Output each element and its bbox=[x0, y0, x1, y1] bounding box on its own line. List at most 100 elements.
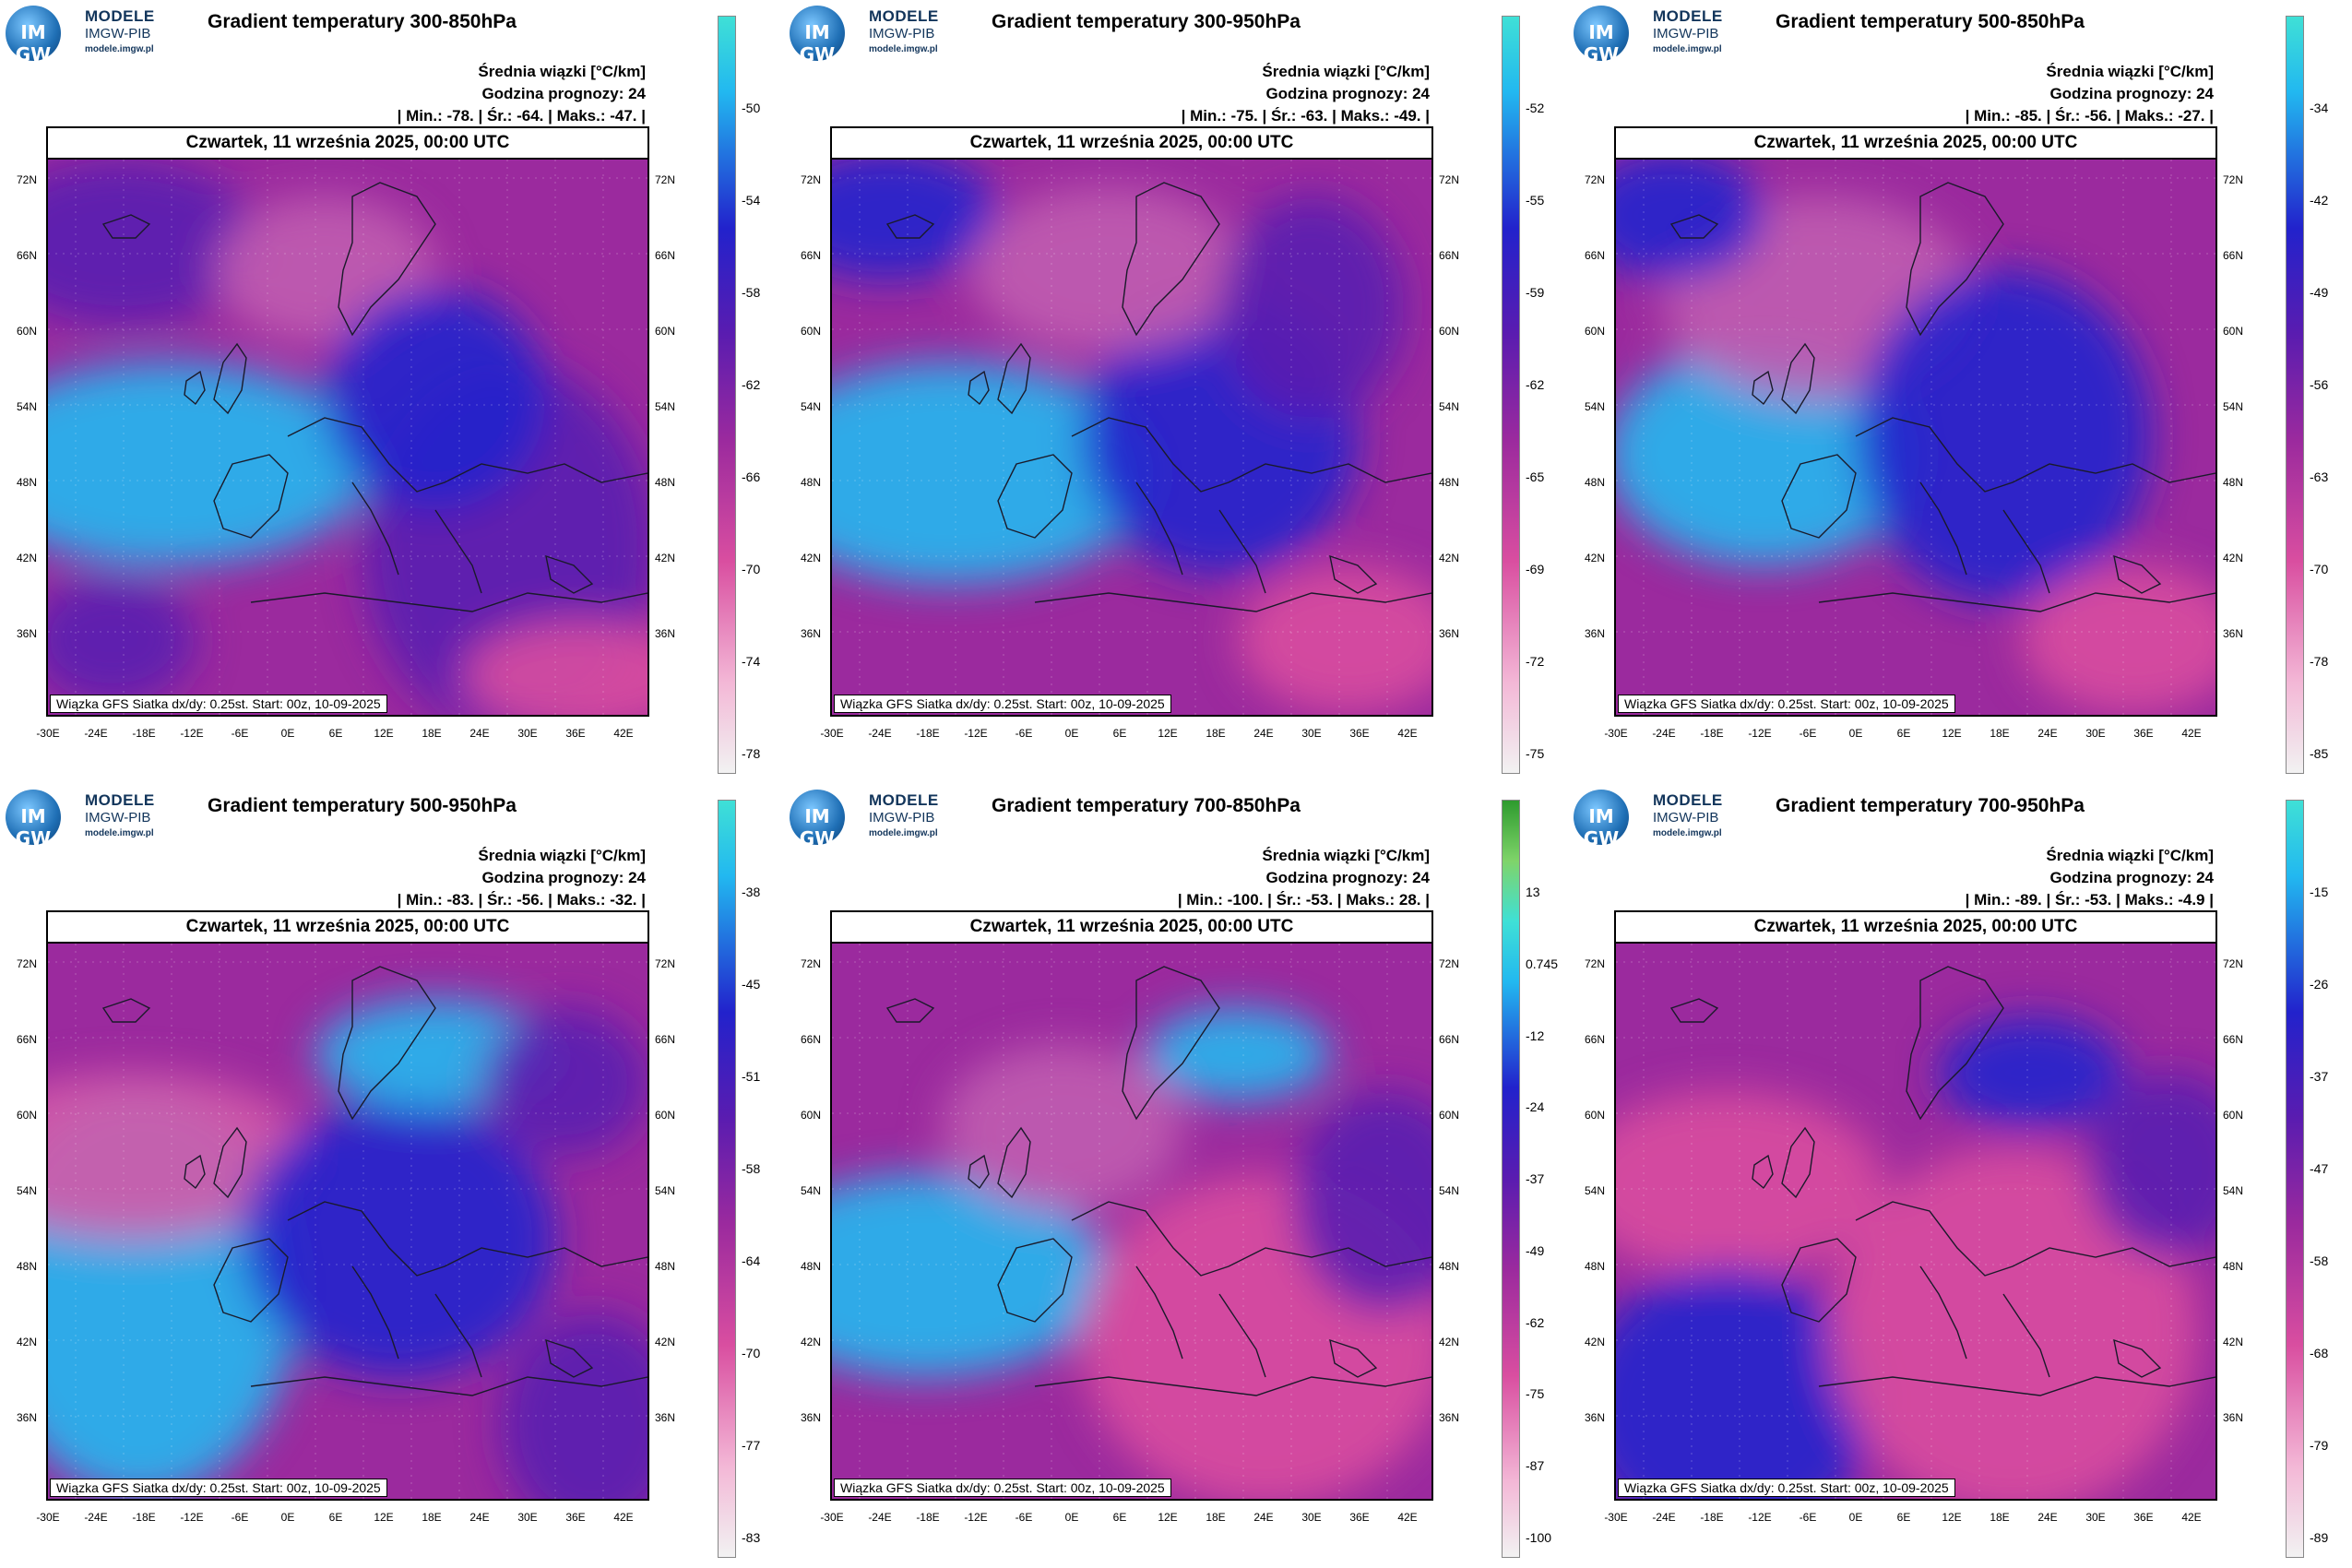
logo-text-imgw: IMGW-PIB bbox=[85, 810, 151, 826]
lat-tick-label: 42N bbox=[1585, 552, 1606, 564]
units-label: Średnia wiązki [°C/km] bbox=[2046, 63, 2214, 80]
panel-title: Gradient temperatury 700-950hPa bbox=[1776, 795, 2085, 816]
coastline bbox=[968, 1154, 990, 1190]
logo-text-imgw: IMGW-PIB bbox=[869, 810, 935, 826]
map-field bbox=[48, 160, 647, 715]
lat-tick-label: 66N bbox=[1585, 249, 1606, 262]
lat-tick-label: 60N bbox=[1439, 325, 1460, 338]
forecast-hour: Godzina prognozy: 24 bbox=[481, 85, 646, 102]
panel-title: Gradient temperatury 300-950hPa bbox=[992, 11, 1301, 32]
lat-tick-label: 48N bbox=[801, 476, 822, 489]
units-label: Średnia wiązki [°C/km] bbox=[478, 63, 646, 80]
stats-line: | Min.: -75. | Śr.: -63. | Maks.: -49. | bbox=[1181, 105, 1430, 128]
field-region bbox=[1293, 1091, 1431, 1313]
lat-tick-label: 36N bbox=[17, 1411, 38, 1424]
colorbar-tick-label: -58 bbox=[742, 1161, 761, 1176]
imgw-logo-icon: IM GW bbox=[6, 6, 61, 65]
lon-tick-label: 0E bbox=[280, 727, 295, 740]
colorbar-tick-label: -78 bbox=[742, 746, 761, 761]
lon-tick-label: -18E bbox=[132, 1511, 156, 1524]
lat-tick-label: 36N bbox=[1585, 627, 1606, 640]
logo-text-url: modele.imgw.pl bbox=[869, 828, 938, 838]
lat-tick-label: 66N bbox=[1439, 249, 1460, 262]
logo-text-imgw: IMGW-PIB bbox=[869, 26, 935, 42]
model-footer: Wiązka GFS Siatka dx/dy: 0.25st. Start: … bbox=[50, 695, 387, 713]
lon-tick-label: -6E bbox=[231, 1511, 249, 1524]
field-region bbox=[1828, 1146, 2197, 1499]
lat-tick-label: 42N bbox=[1439, 552, 1460, 564]
coastline bbox=[1329, 554, 1378, 594]
field-region bbox=[463, 621, 647, 715]
colorbar-tick-label: -52 bbox=[1526, 101, 1545, 115]
lat-tick-label: 42N bbox=[801, 1336, 822, 1348]
logo-text-url: modele.imgw.pl bbox=[869, 44, 938, 54]
field-region bbox=[970, 187, 1247, 353]
lon-tick-label: 42E bbox=[2181, 1511, 2202, 1524]
lon-tick-label: 24E bbox=[469, 1511, 490, 1524]
lat-tick-label: 54N bbox=[2223, 400, 2244, 413]
lon-tick-label: 42E bbox=[1397, 727, 1418, 740]
coastline bbox=[1122, 182, 1220, 337]
field-region bbox=[832, 160, 998, 279]
map-panel: IM GW MODELE IMGW-PIB modele.imgw.pl Gra… bbox=[784, 784, 1568, 1568]
stats-line: | Min.: -78. | Śr.: -64. | Maks.: -47. | bbox=[397, 105, 646, 128]
lon-tick-label: 12E bbox=[374, 1511, 394, 1524]
lon-tick-label: 0E bbox=[1064, 727, 1079, 740]
lon-tick-label: 6E bbox=[328, 1511, 343, 1524]
coastline bbox=[1818, 1376, 2215, 1396]
coastline bbox=[1034, 592, 1431, 612]
logo-text-modele: MODELE bbox=[85, 791, 155, 809]
lat-tick-label: 72N bbox=[17, 957, 38, 970]
lon-tick-label: 36E bbox=[2133, 1511, 2154, 1524]
date-header: Czwartek, 11 września 2025, 00:00 UTC bbox=[48, 912, 647, 944]
lon-tick-label: -24E bbox=[868, 1511, 892, 1524]
colorbar-tick-label: -12 bbox=[1526, 1028, 1545, 1043]
field-region bbox=[242, 1100, 555, 1377]
coastline bbox=[545, 1338, 594, 1378]
coastline bbox=[213, 1238, 289, 1323]
lon-tick-label: 18E bbox=[1990, 727, 2010, 740]
lat-tick-label: 48N bbox=[2223, 476, 2244, 489]
coastline bbox=[997, 454, 1073, 539]
colorbar-tick-label: -37 bbox=[1526, 1171, 1545, 1187]
forecast-hour: Godzina prognozy: 24 bbox=[2049, 869, 2214, 886]
map-plot: Czwartek, 11 września 2025, 00:00 UTC Wi… bbox=[1614, 910, 2217, 1501]
logo-text-imgw: IMGW-PIB bbox=[1653, 26, 1719, 42]
stats-line: | Min.: -83. | Śr.: -56. | Maks.: -32. | bbox=[397, 889, 646, 912]
field-region bbox=[943, 1045, 1182, 1211]
lat-tick-label: 66N bbox=[2223, 249, 2244, 262]
colorbar-tick-label: -79 bbox=[2310, 1438, 2329, 1453]
field-region bbox=[1219, 196, 1404, 418]
coastline bbox=[997, 342, 1031, 415]
colorbar-tick-label: -65 bbox=[1526, 469, 1545, 484]
colorbar-tick-label: -50 bbox=[742, 101, 761, 115]
coastline bbox=[1752, 1154, 1774, 1190]
coastline bbox=[101, 998, 151, 1023]
coastline bbox=[1071, 417, 1431, 493]
lon-tick-label: 24E bbox=[1253, 727, 1274, 740]
lon-tick-label: -18E bbox=[916, 1511, 940, 1524]
lat-tick-label: 72N bbox=[1585, 173, 1606, 186]
lon-tick-label: -30E bbox=[36, 1511, 60, 1524]
lat-tick-label: 36N bbox=[2223, 627, 2244, 640]
imgw-logo-icon: IM GW bbox=[1574, 790, 1629, 849]
lon-tick-label: 18E bbox=[1206, 727, 1226, 740]
lon-tick-label: -30E bbox=[820, 727, 844, 740]
coastline bbox=[287, 417, 647, 493]
lat-tick-label: 48N bbox=[2223, 1260, 2244, 1273]
coastline bbox=[1669, 998, 1719, 1023]
logo-text-modele: MODELE bbox=[869, 791, 939, 809]
colorbar-tick-label: -68 bbox=[2310, 1346, 2329, 1360]
field-region bbox=[1616, 1266, 1874, 1499]
lat-tick-label: 36N bbox=[17, 627, 38, 640]
lon-tick-label: 30E bbox=[2085, 727, 2106, 740]
lat-tick-label: 66N bbox=[655, 1033, 676, 1046]
lon-tick-label: 36E bbox=[1349, 727, 1370, 740]
map-field bbox=[832, 944, 1431, 1499]
stats-line: | Min.: -89. | Śr.: -53. | Maks.: -4.9 | bbox=[1965, 889, 2214, 912]
map-field bbox=[48, 944, 647, 1499]
colorbar-tick-label: -70 bbox=[742, 1346, 761, 1360]
colorbar-tick-label: -62 bbox=[1526, 1314, 1545, 1330]
units-label: Średnia wiązki [°C/km] bbox=[1262, 63, 1430, 80]
lat-tick-label: 48N bbox=[1585, 476, 1606, 489]
